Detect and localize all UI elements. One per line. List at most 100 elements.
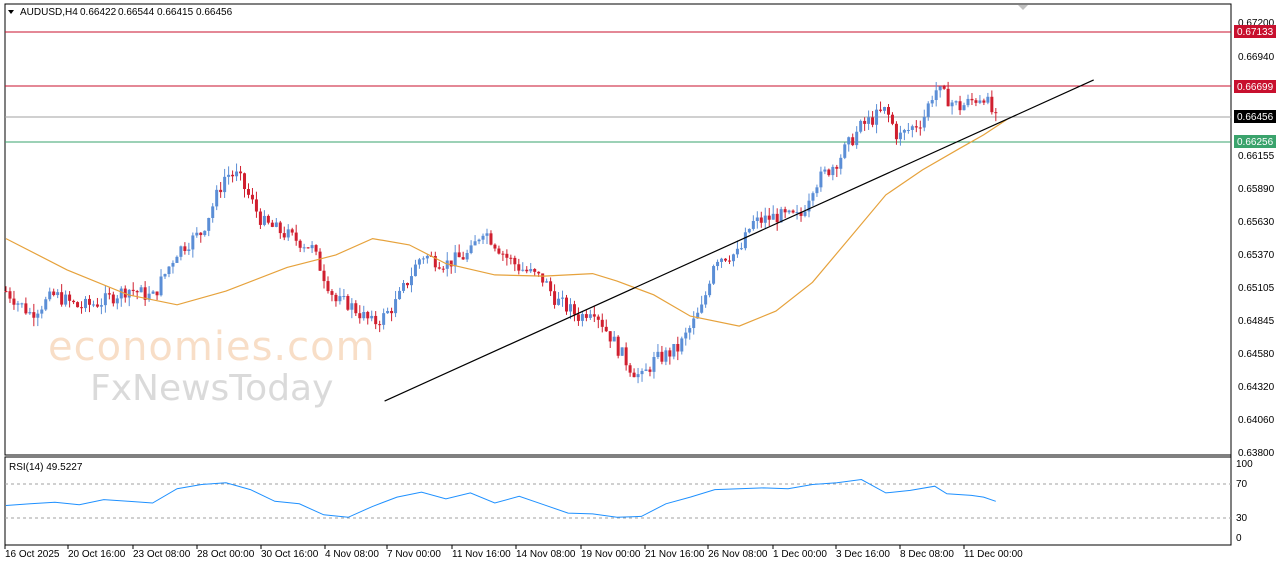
candle-body — [596, 316, 600, 320]
candle-body — [978, 100, 982, 103]
candle-body — [425, 255, 429, 259]
candle-body — [175, 256, 179, 263]
rsi-line — [5, 478, 996, 518]
candle-body — [720, 258, 724, 262]
candle-body — [716, 261, 720, 267]
candle-body — [779, 209, 783, 223]
candle-body — [310, 245, 314, 249]
watermark-fxnewstoday: FxNewsToday — [90, 368, 333, 409]
watermark-economies: economies.com — [48, 324, 376, 370]
ascending-trendline[interactable] — [384, 79, 1094, 402]
time-tick-label: 8 Dec 08:00 — [900, 549, 954, 560]
candle-body — [115, 298, 119, 304]
candle-body — [445, 260, 449, 269]
candle-body — [366, 311, 370, 319]
candle-body — [171, 262, 175, 267]
candle-body — [346, 296, 350, 310]
candle-body — [386, 310, 390, 314]
candle-body — [584, 314, 588, 318]
candle-body — [322, 270, 326, 282]
candle-body — [914, 126, 918, 128]
price-tick-label: 0.64320 — [1238, 382, 1275, 393]
candle-body — [215, 189, 219, 207]
price-tick-label: 0.63800 — [1238, 448, 1275, 459]
rsi-tick-30: 30 — [1236, 513, 1248, 524]
candle-body — [103, 293, 107, 306]
level-tag-label: 0.66256 — [1237, 137, 1274, 148]
candle-body — [735, 248, 739, 255]
candle-body — [958, 101, 962, 111]
candle-body — [378, 324, 382, 326]
candle-body — [664, 350, 668, 362]
candle-body — [72, 300, 76, 303]
time-tick-label: 28 Oct 00:00 — [197, 549, 255, 560]
level-tag-67133 — [1234, 25, 1276, 38]
candle-body — [815, 187, 819, 194]
candle-body — [906, 129, 910, 131]
candle-body — [704, 295, 708, 305]
candle-body — [465, 252, 469, 260]
candle-body — [731, 254, 735, 262]
candle-body — [227, 174, 231, 177]
candle-body — [20, 303, 24, 305]
candle-body — [409, 276, 413, 286]
candle-body — [676, 343, 680, 352]
candle-body — [278, 222, 282, 234]
candle-body — [64, 294, 68, 305]
level-tag-66256 — [1234, 135, 1276, 148]
candle-body — [167, 266, 171, 275]
level-tag-label: 0.66699 — [1237, 82, 1274, 93]
collapse-triangle-icon[interactable] — [8, 10, 14, 14]
one-click-trade-icon[interactable] — [1018, 5, 1028, 10]
candle-body — [922, 116, 926, 128]
candle-body — [962, 105, 966, 111]
candle-body — [751, 220, 755, 229]
time-tick-label: 21 Nov 16:00 — [645, 549, 705, 560]
candle-body — [839, 157, 843, 169]
candle-body — [648, 369, 652, 372]
candle-body — [557, 298, 561, 305]
time-axis: 16 Oct 2025 20 Oct 16:00 23 Oct 08:00 28 Oc… — [4, 545, 1023, 560]
candle-body — [783, 209, 787, 213]
candle-body — [803, 211, 807, 216]
candle-body — [875, 109, 879, 125]
current-price-tag — [1234, 110, 1276, 123]
candle-body — [835, 166, 839, 169]
candle-body — [262, 215, 266, 225]
price-axis: 0.67200 0.66940 0.66155 0.65890 0.65630 … — [1238, 18, 1275, 459]
candle-body — [250, 194, 254, 200]
candle-body — [851, 137, 855, 146]
candle-body — [890, 114, 894, 124]
candle-body — [497, 248, 501, 254]
time-tick-label: 3 Dec 16:00 — [836, 549, 890, 560]
candle-body — [187, 249, 191, 251]
rsi-label: RSI(14) 49.5227 — [9, 462, 83, 473]
candle-body — [982, 100, 986, 103]
candle-body — [199, 232, 203, 236]
candle-body — [195, 232, 199, 236]
candle-body — [111, 294, 115, 304]
price-tick-label: 0.65105 — [1238, 283, 1275, 294]
candle-body — [819, 171, 823, 188]
candle-body — [457, 252, 461, 258]
candle-body — [350, 303, 354, 310]
candle-body — [489, 233, 493, 245]
candle-body — [32, 312, 36, 318]
candle-body — [628, 365, 632, 373]
candle-body — [453, 252, 457, 267]
time-tick-label: 4 Nov 08:00 — [325, 549, 379, 560]
candle-body — [946, 88, 950, 107]
candle-body — [827, 169, 831, 176]
candle-body — [537, 271, 541, 274]
candle-body — [612, 336, 616, 342]
candle-body — [302, 247, 306, 249]
candle-body — [44, 299, 48, 310]
price-tick-label: 0.66155 — [1238, 151, 1275, 162]
candle-body — [469, 245, 473, 253]
candle-body — [370, 315, 374, 319]
candle-body — [203, 230, 207, 236]
candle-body — [580, 314, 584, 321]
candle-body — [107, 293, 111, 295]
candle-body — [549, 281, 553, 292]
